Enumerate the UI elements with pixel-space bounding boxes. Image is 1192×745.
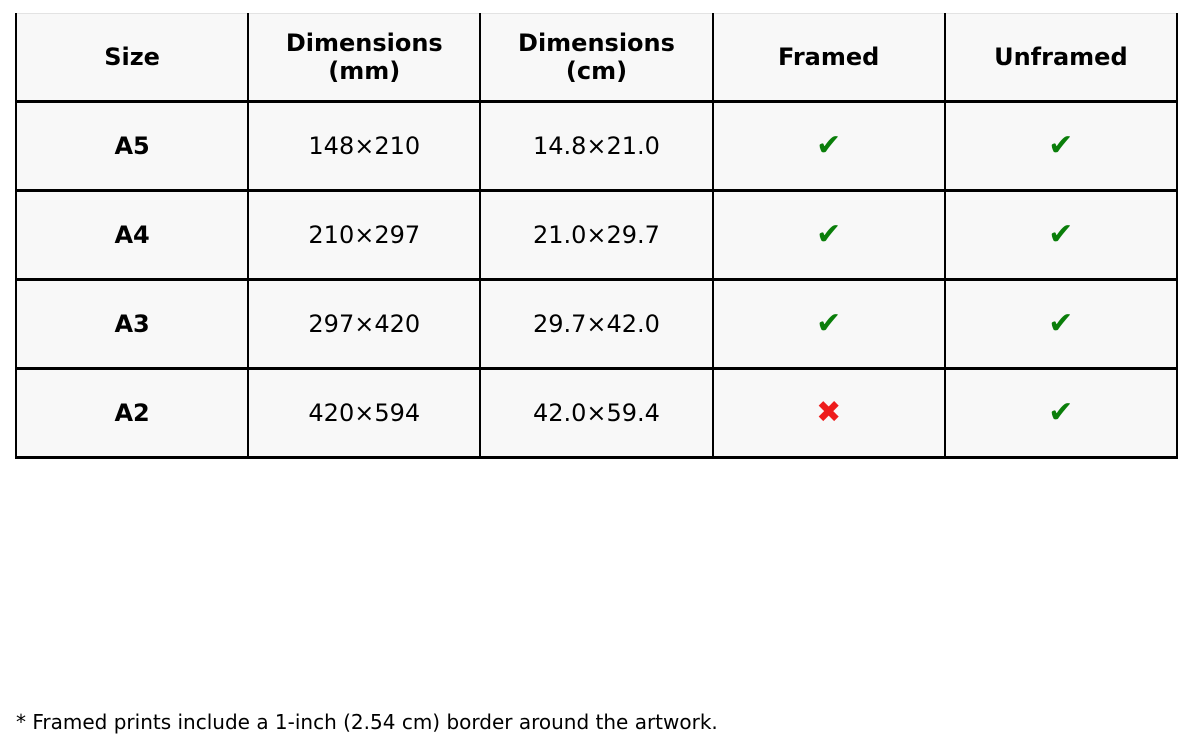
size-cell: A3 [14,278,250,370]
column-header-size: Size [14,13,250,103]
dimensions-cm-cell: 29.7×42.0 [479,278,714,370]
column-header-framed: Framed [711,13,946,103]
framed-check-icon: ✔ [711,189,946,281]
dimensions-mm-cell: 420×594 [247,367,482,459]
dimensions-cm-cell: 42.0×59.4 [479,367,714,459]
size-cell: A2 [14,367,250,459]
dimensions-cm-cell: 21.0×29.7 [479,189,714,281]
column-header-dimensions-cm: Dimensions (cm) [479,13,714,103]
table-row-a3: A3 297×420 29.7×42.0 ✔ ✔ [14,278,1179,370]
dimensions-mm-cell: 210×297 [247,189,482,281]
size-cell: A5 [14,100,250,192]
dimensions-cm-cell: 14.8×21.0 [479,100,714,192]
table-row-a2: A2 420×594 42.0×59.4 ✖ ✔ [14,367,1179,459]
framed-check-icon: ✔ [711,278,946,370]
dimensions-mm-cell: 297×420 [247,278,482,370]
framed-cross-icon: ✖ [711,367,946,459]
unframed-check-icon: ✔ [943,278,1179,370]
framed-check-icon: ✔ [711,100,946,192]
print-sizes-table: Size Dimensions (mm) Dimensions (cm) Fra… [14,13,1179,459]
dimensions-mm-cell: 148×210 [247,100,482,192]
unframed-check-icon: ✔ [943,100,1179,192]
column-header-dimensions-mm: Dimensions (mm) [247,13,482,103]
unframed-check-icon: ✔ [943,367,1179,459]
table-row-a5: A5 148×210 14.8×21.0 ✔ ✔ [14,100,1179,192]
framed-border-footnote: * Framed prints include a 1-inch (2.54 c… [16,710,718,734]
table-row-a4: A4 210×297 21.0×29.7 ✔ ✔ [14,189,1179,281]
unframed-check-icon: ✔ [943,189,1179,281]
size-cell: A4 [14,189,250,281]
column-header-unframed: Unframed [943,13,1179,103]
header-row: Size Dimensions (mm) Dimensions (cm) Fra… [14,13,1179,103]
